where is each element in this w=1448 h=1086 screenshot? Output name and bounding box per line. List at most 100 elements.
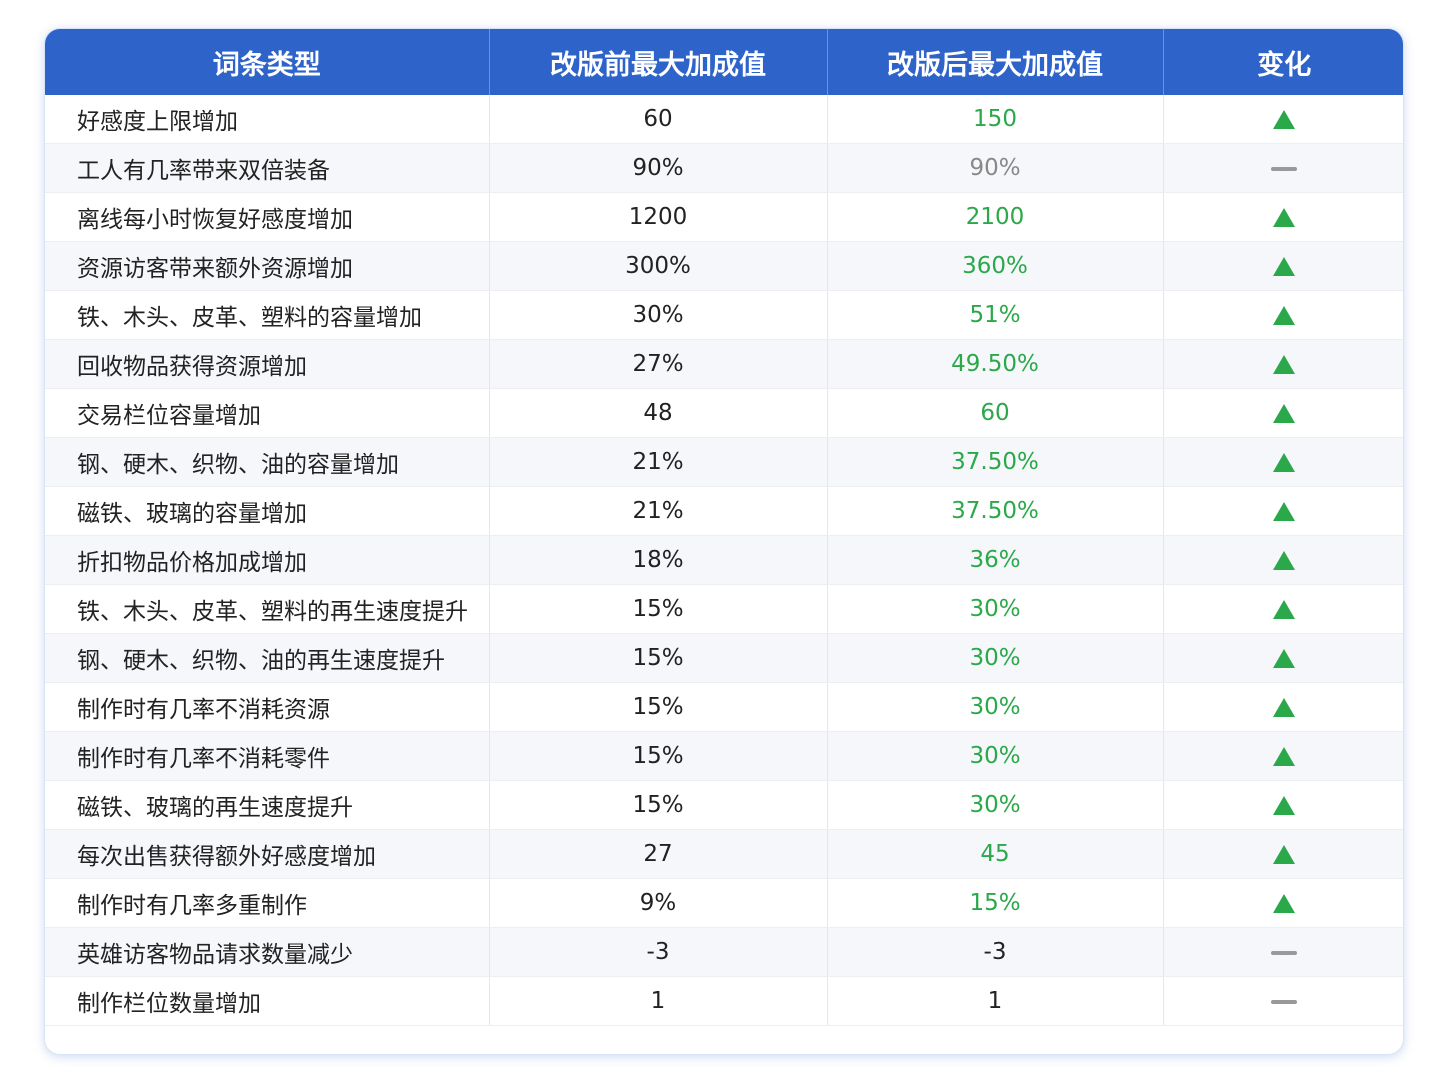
table-row: 磁铁、玻璃的再生速度提升 15% 30% [45,780,1403,830]
before-cell: 27% [489,339,828,389]
table-row: 铁、木头、皮革、塑料的容量增加 30% 51% [45,290,1403,340]
up-icon [1273,649,1296,668]
change-cell [1163,731,1403,781]
after-cell: 30% [827,633,1164,683]
term-cell: 英雄访客物品请求数量减少 [45,927,490,977]
term-cell: 磁铁、玻璃的容量增加 [45,486,490,536]
table-row: 交易栏位容量增加 48 60 [45,388,1403,438]
after-cell: 49.50% [827,339,1164,389]
up-icon [1273,551,1296,570]
after-cell: 30% [827,731,1164,781]
up-icon [1273,257,1296,276]
change-cell [1163,535,1403,585]
term-cell: 铁、木头、皮革、塑料的再生速度提升 [45,584,490,634]
table: 词条类型 改版前最大加成值 改版后最大加成值 变化 好感度上限增加 60 150 工人… [45,29,1403,1026]
header-cell: 变化 [1163,29,1403,95]
table-row: 钢、硬木、织物、油的容量增加 21% 37.50% [45,437,1403,487]
header-cell: 词条类型 [45,29,490,95]
up-icon [1273,894,1296,913]
before-cell: 15% [489,584,828,634]
before-cell: 15% [489,633,828,683]
after-cell: 360% [827,241,1164,291]
change-cell [1163,780,1403,830]
table-card: 词条类型 改版前最大加成值 改版后最大加成值 变化 好感度上限增加 60 150 工人… [44,28,1404,1055]
after-cell: 30% [827,682,1164,732]
before-cell: 300% [489,241,828,291]
up-icon [1273,502,1296,521]
table-row: 好感度上限增加 60 150 [45,95,1403,144]
before-cell: 21% [489,437,828,487]
after-cell: 37.50% [827,486,1164,536]
term-cell: 离线每小时恢复好感度增加 [45,192,490,242]
table-row: 折扣物品价格加成增加 18% 36% [45,535,1403,585]
up-icon [1273,600,1296,619]
change-cell [1163,486,1403,536]
term-cell: 铁、木头、皮革、塑料的容量增加 [45,290,490,340]
up-icon [1273,355,1296,374]
table-body: 好感度上限增加 60 150 工人有几率带来双倍装备 90% 90% 离线每小时恢复好感度增… [45,95,1403,1026]
term-cell: 磁铁、玻璃的再生速度提升 [45,780,490,830]
change-cell [1163,290,1403,340]
table-row: 回收物品获得资源增加 27% 49.50% [45,339,1403,389]
before-cell: 15% [489,780,828,830]
table-row: 制作时有几率不消耗零件 15% 30% [45,731,1403,781]
before-cell: 21% [489,486,828,536]
after-cell: 37.50% [827,437,1164,487]
up-icon [1273,796,1296,815]
change-cell [1163,976,1403,1026]
up-icon [1273,845,1296,864]
change-cell [1163,437,1403,487]
after-cell: 36% [827,535,1164,585]
before-cell: 1200 [489,192,828,242]
term-cell: 钢、硬木、织物、油的再生速度提升 [45,633,490,683]
up-icon [1273,306,1296,325]
change-cell [1163,927,1403,977]
before-cell: 48 [489,388,828,438]
term-cell: 制作时有几率不消耗零件 [45,731,490,781]
flat-icon [1271,999,1298,1004]
term-cell: 每次出售获得额外好感度增加 [45,829,490,879]
table-row: 离线每小时恢复好感度增加 1200 2100 [45,192,1403,242]
change-cell [1163,584,1403,634]
after-cell: 150 [827,95,1164,144]
table-row: 每次出售获得额外好感度增加 27 45 [45,829,1403,879]
table-row: 钢、硬木、织物、油的再生速度提升 15% 30% [45,633,1403,683]
term-cell: 交易栏位容量增加 [45,388,490,438]
before-cell: 15% [489,731,828,781]
after-cell: 60 [827,388,1164,438]
term-cell: 回收物品获得资源增加 [45,339,490,389]
table-row: 制作时有几率多重制作 9% 15% [45,878,1403,928]
after-cell: 1 [827,976,1164,1026]
change-cell [1163,143,1403,193]
header-row: 词条类型 改版前最大加成值 改版后最大加成值 变化 [45,29,1403,95]
term-cell: 制作栏位数量增加 [45,976,490,1026]
term-cell: 好感度上限增加 [45,95,490,144]
up-icon [1273,110,1296,129]
term-cell: 折扣物品价格加成增加 [45,535,490,585]
before-cell: 1 [489,976,828,1026]
up-icon [1273,453,1296,472]
term-cell: 资源访客带来额外资源增加 [45,241,490,291]
up-icon [1273,208,1296,227]
term-cell: 钢、硬木、织物、油的容量增加 [45,437,490,487]
change-cell [1163,829,1403,879]
table-row: 制作时有几率不消耗资源 15% 30% [45,682,1403,732]
before-cell: 18% [489,535,828,585]
after-cell: 2100 [827,192,1164,242]
term-cell: 制作时有几率不消耗资源 [45,682,490,732]
after-cell: 45 [827,829,1164,879]
before-cell: 27 [489,829,828,879]
change-cell [1163,388,1403,438]
up-icon [1273,404,1296,423]
change-cell [1163,339,1403,389]
change-cell [1163,633,1403,683]
header-cell: 改版前最大加成值 [489,29,828,95]
change-cell [1163,682,1403,732]
term-cell: 制作时有几率多重制作 [45,878,490,928]
table-row: 英雄访客物品请求数量减少 -3 -3 [45,927,1403,977]
up-icon [1273,698,1296,717]
flat-icon [1271,166,1298,171]
before-cell: 15% [489,682,828,732]
after-cell: 30% [827,780,1164,830]
